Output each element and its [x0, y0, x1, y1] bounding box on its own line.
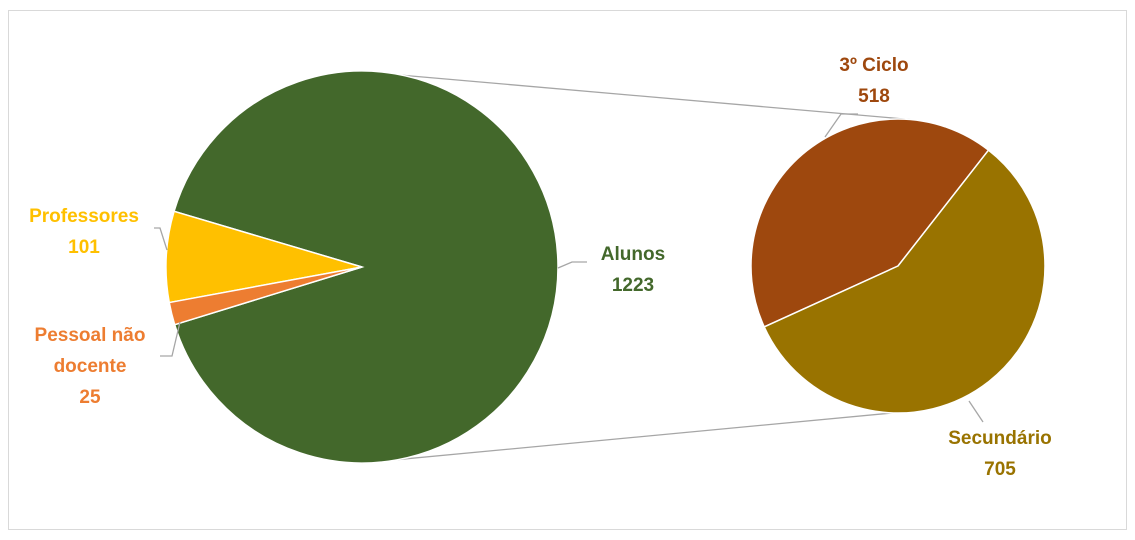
label-leader-lines	[154, 113, 984, 423]
data-label-ciclo-value: 518	[858, 86, 890, 107]
pie-slice-secundario	[763, 149, 1046, 414]
breakdown-pie	[750, 118, 1046, 414]
data-label-alunos-value: 1223	[612, 275, 654, 296]
data-label-secundario-name: Secundário	[948, 428, 1051, 449]
main-pie	[165, 70, 559, 464]
data-label-professores-name: Professores	[29, 206, 139, 227]
pie-connector-lines	[355, 70, 911, 464]
data-label-pessoal-line2: docente	[54, 356, 127, 377]
data-label-professores-value: 101	[68, 237, 100, 258]
leader-line-professores	[154, 227, 168, 251]
data-label-ciclo-name: 3º Ciclo	[839, 55, 908, 76]
leader-line-ciclo	[824, 113, 858, 138]
leader-line-secundario	[968, 400, 984, 423]
leader-line-alunos	[557, 261, 587, 269]
data-label-alunos-name: Alunos	[601, 244, 665, 265]
leader-line-pessoal	[160, 321, 181, 357]
pie-slice-3-ciclo	[750, 118, 990, 328]
data-label-secundario-value: 705	[984, 459, 1016, 480]
data-label-pessoal-value: 25	[79, 387, 101, 408]
data-label-pessoal-line1: Pessoal não	[35, 325, 146, 346]
connector-line-top	[355, 70, 911, 121]
pie-slice-pessoal-nao-docente	[168, 266, 363, 326]
pie-slice-alunos	[173, 70, 559, 464]
connector-line-bottom	[361, 412, 893, 464]
